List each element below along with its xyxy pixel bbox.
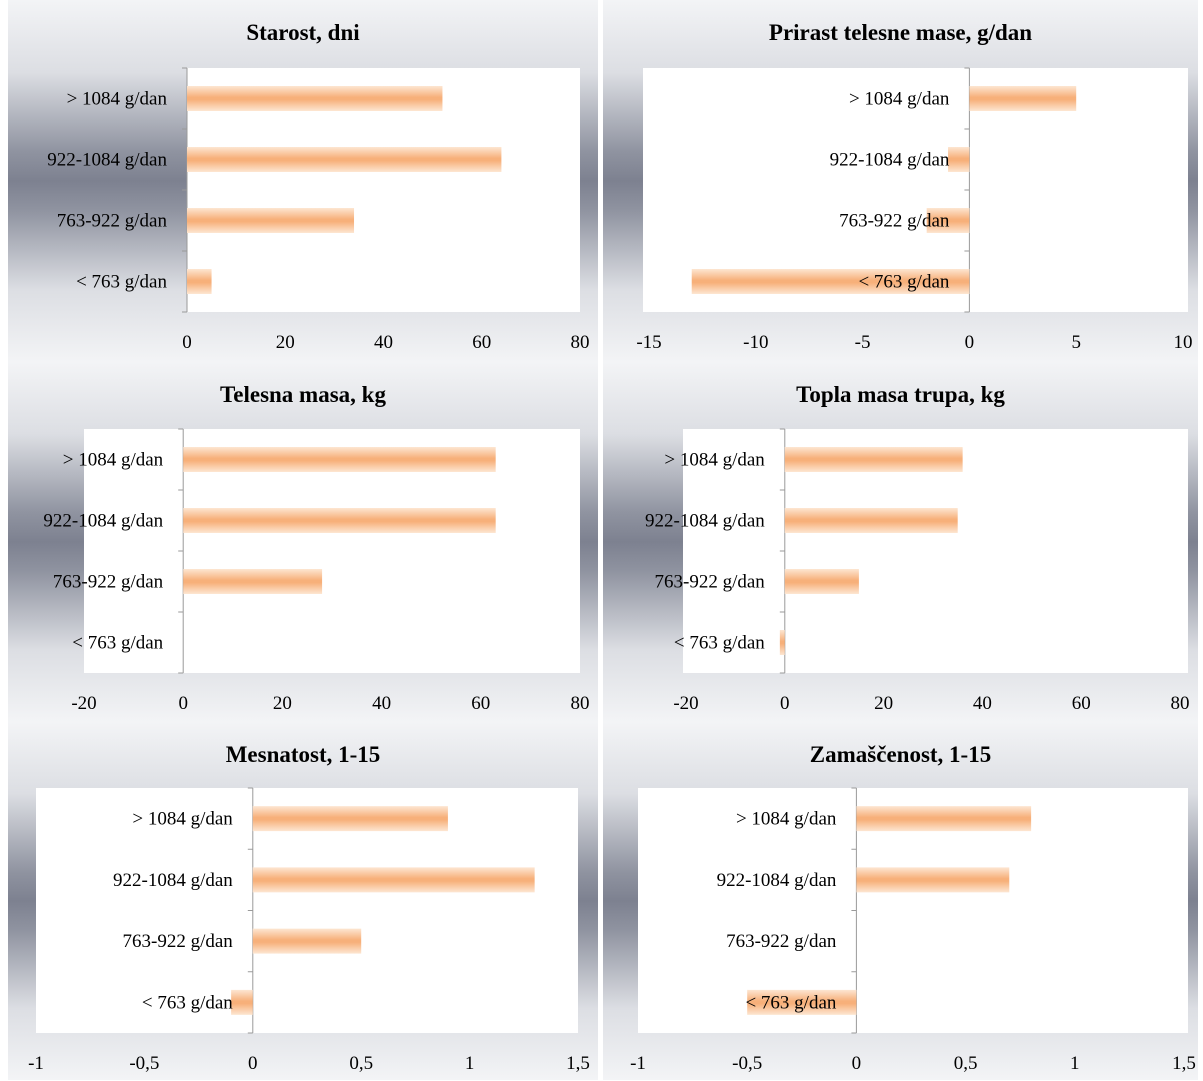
category-label: < 763 g/dan	[674, 633, 765, 654]
tick-label: 40	[374, 332, 393, 353]
category-label: 922-1084 g/dan	[47, 150, 167, 171]
tick-label: 1	[1070, 1053, 1080, 1074]
category-label: 763-922 g/dan	[839, 211, 950, 232]
tick-label: -20	[673, 693, 698, 714]
tick-label: 80	[571, 693, 590, 714]
category-label: 922-1084 g/dan	[830, 150, 950, 171]
category-label: 922-1084 g/dan	[645, 511, 765, 532]
tick-label: 0	[182, 332, 192, 353]
category-label: 763-922 g/dan	[655, 572, 766, 593]
chart-panel-1: Starost, dni > 1084 g/dan 922-1084 g/dan 76…	[8, 0, 598, 362]
tick-label: 0	[965, 332, 975, 353]
tick-label: 0	[248, 1053, 258, 1074]
tick-label: -20	[71, 693, 96, 714]
bar	[784, 569, 859, 594]
bar	[784, 508, 958, 533]
category-label: 922-1084 g/dan	[43, 511, 163, 532]
tick-label: -10	[743, 332, 768, 353]
tick-label: 20	[276, 332, 295, 353]
bar	[747, 989, 857, 1015]
bar	[691, 269, 970, 294]
tick-label: 1	[465, 1053, 475, 1074]
bar	[856, 867, 1010, 893]
bar	[252, 806, 448, 832]
bar	[187, 86, 443, 111]
bar	[231, 989, 253, 1015]
category-label: < 763 g/dan	[142, 992, 233, 1013]
category-label: 922-1084 g/dan	[113, 870, 233, 891]
tick-label: -5	[855, 332, 871, 353]
tick-label: 0	[780, 693, 790, 714]
chart-title: Zamaščenost, 1-15	[810, 742, 991, 767]
tick-label: 40	[973, 693, 992, 714]
tick-label: 5	[1071, 332, 1081, 353]
category-label: 763-922 g/dan	[123, 931, 234, 952]
bar	[187, 208, 355, 233]
category-label: > 1084 g/dan	[736, 809, 837, 830]
bar	[779, 630, 785, 655]
bar	[252, 928, 362, 954]
category-label: < 763 g/dan	[72, 633, 163, 654]
tick-label: 0,5	[954, 1053, 978, 1074]
category-label: < 763 g/dan	[858, 272, 949, 293]
category-label: 763-922 g/dan	[57, 211, 168, 232]
category-label: 763-922 g/dan	[726, 931, 837, 952]
category-label: < 763 g/dan	[76, 272, 167, 293]
tick-label: 0	[852, 1053, 862, 1074]
tick-label: -0,5	[732, 1053, 762, 1074]
category-label: > 1084 g/dan	[132, 809, 233, 830]
tick-label: 1,5	[1172, 1053, 1196, 1074]
chart-panel-2: Prirast telesne mase, g/dan > 1084 g/dan 9…	[603, 0, 1198, 362]
tick-label: 0	[178, 693, 188, 714]
tick-label: 40	[372, 693, 391, 714]
bar	[187, 269, 212, 294]
tick-label: 20	[874, 693, 893, 714]
tick-label: 80	[571, 332, 590, 353]
tick-label: 1,5	[566, 1053, 590, 1074]
bar	[183, 508, 496, 533]
chart-title: Topla masa trupa, kg	[796, 382, 1005, 407]
bar	[183, 569, 323, 594]
chart-title: Starost, dni	[246, 20, 360, 45]
bar	[856, 806, 1032, 832]
bar	[948, 147, 970, 172]
tick-label: 10	[1174, 332, 1193, 353]
category-label: 922-1084 g/dan	[717, 870, 837, 891]
tick-label: -1	[28, 1053, 44, 1074]
tick-label: -15	[636, 332, 661, 353]
tick-label: -1	[630, 1053, 646, 1074]
tick-label: 20	[273, 693, 292, 714]
tick-label: 60	[471, 693, 490, 714]
category-label: < 763 g/dan	[745, 992, 836, 1013]
chart-title: Mesnatost, 1-15	[226, 742, 381, 767]
chart-title: Telesna masa, kg	[220, 382, 386, 407]
chart-panel-4: Topla masa trupa, kg > 1084 g/dan 922-1084…	[603, 362, 1198, 722]
bar	[926, 208, 970, 233]
tick-label: 0,5	[349, 1053, 373, 1074]
bar	[252, 867, 535, 893]
chart-title: Prirast telesne mase, g/dan	[769, 20, 1032, 45]
bar	[183, 447, 496, 472]
bar	[187, 147, 502, 172]
tick-label: -0,5	[129, 1053, 159, 1074]
category-label: > 1084 g/dan	[63, 450, 164, 471]
category-label: > 1084 g/dan	[664, 450, 765, 471]
category-label: > 1084 g/dan	[67, 89, 168, 110]
category-label: 763-922 g/dan	[53, 572, 164, 593]
chart-panel-3: Telesna masa, kg > 1084 g/dan 922-1084 g/d…	[8, 362, 598, 722]
chart-panel-5: Mesnatost, 1-15 > 1084 g/dan 922-1084 g/da…	[8, 722, 598, 1080]
bar	[784, 447, 963, 472]
tick-label: 60	[1072, 693, 1091, 714]
tick-label: 60	[472, 332, 491, 353]
category-label: > 1084 g/dan	[849, 89, 950, 110]
chart-panel-6: Zamaščenost, 1-15 > 1084 g/dan 922-1084 g/…	[603, 722, 1198, 1080]
tick-label: 80	[1171, 693, 1190, 714]
bar	[969, 86, 1077, 111]
